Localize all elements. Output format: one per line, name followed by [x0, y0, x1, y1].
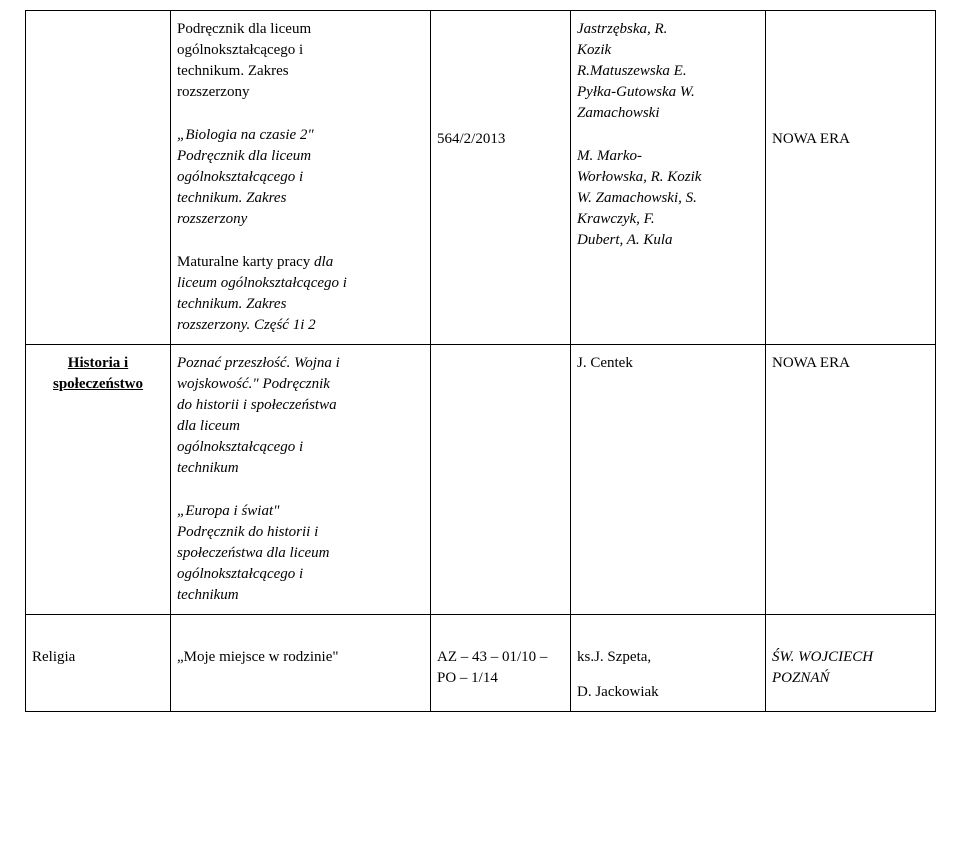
text-line: liceum ogólnokształcącego i	[177, 273, 424, 294]
text-line: POZNAŃ	[772, 668, 929, 689]
text-line: R.Matuszewska E.	[577, 61, 759, 82]
cell-author: ks.J. Szpeta, D. Jackowiak	[571, 639, 766, 712]
cell-number: AZ – 43 – 01/10 – PO – 1/14	[431, 639, 571, 712]
text-block: „Biologia na czasie 2" Podręcznik dla li…	[177, 125, 424, 230]
cell-author: Jastrzębska, R. Kozik R.Matuszewska E. P…	[571, 11, 766, 345]
cell-title: Podręcznik dla liceum ogólnokształcącego…	[171, 11, 431, 345]
text-line: ogólnokształcącego i	[177, 40, 424, 61]
text-line: rozszerzony	[177, 209, 424, 230]
spacer	[437, 19, 564, 129]
cell-number	[431, 345, 571, 615]
text-block: Maturalne karty pracy dla liceum ogólnok…	[177, 252, 424, 336]
cell-subject	[26, 11, 171, 345]
text-line: technikum. Zakres	[177, 188, 424, 209]
text-line: Pyłka-Gutowska W.	[577, 82, 759, 103]
spacer	[772, 19, 929, 129]
text-line: Zamachowski	[577, 103, 759, 124]
text-line: W. Zamachowski, S.	[577, 188, 759, 209]
cell-publisher: NOWA ERA	[766, 11, 936, 345]
text-line: D. Jackowiak	[577, 682, 759, 703]
subject-heading: Historia i społeczeństwo	[32, 353, 164, 395]
cell-author: J. Centek	[571, 345, 766, 615]
text-line: ŚW. WOJCIECH	[772, 647, 929, 668]
text-line: technikum. Zakres	[177, 61, 424, 82]
text-line: technikum	[177, 585, 424, 606]
spacer-cell	[171, 615, 431, 639]
text-line: do historii i społeczeństwa	[177, 395, 424, 416]
text-line: technikum	[177, 458, 424, 479]
text-line: Podręcznik dla liceum	[177, 19, 424, 40]
text-line: Historia i	[32, 353, 164, 374]
text-line: ogólnokształcącego i	[177, 437, 424, 458]
cell-publisher: ŚW. WOJCIECH POZNAŃ	[766, 639, 936, 712]
text-block: M. Marko- Worłowska, R. Kozik W. Zamacho…	[577, 146, 759, 251]
text-line: Krawczyk, F.	[577, 209, 759, 230]
text-line: M. Marko-	[577, 146, 759, 167]
text-line: „Biologia na czasie 2"	[177, 125, 424, 146]
text-line: Dubert, A. Kula	[577, 230, 759, 251]
spacer-cell	[431, 615, 571, 639]
spacer	[577, 668, 759, 682]
text-line: rozszerzony	[177, 82, 424, 103]
text-line: dla	[314, 254, 333, 270]
cell-title: „Moje miejsce w rodzinie"	[171, 639, 431, 712]
text-line: społeczeństwa dla liceum	[177, 543, 424, 564]
text-line: dla liceum	[177, 418, 240, 434]
text-line: Podręcznik do historii i	[177, 522, 424, 543]
cell-title: Poznać przeszłość. Wojna i wojskowość." …	[171, 345, 431, 615]
spacer-cell	[766, 615, 936, 639]
text-line: ogólnokształcącego i	[177, 167, 424, 188]
page: Podręcznik dla liceum ogólnokształcącego…	[0, 0, 960, 850]
textbook-table: Podręcznik dla liceum ogólnokształcącego…	[25, 10, 936, 712]
text-block: Jastrzębska, R. Kozik R.Matuszewska E. P…	[577, 19, 759, 124]
cell-publisher: NOWA ERA	[766, 345, 936, 615]
text-line: technikum. Zakres	[177, 294, 424, 315]
text-line: Poznać przeszłość. Wojna i	[177, 353, 424, 374]
table-row: Podręcznik dla liceum ogólnokształcącego…	[26, 11, 936, 345]
text-line: społeczeństwo	[32, 374, 164, 395]
cell-subject: Historia i społeczeństwo	[26, 345, 171, 615]
text-block: „Europa i świat" Podręcznik do historii …	[177, 501, 424, 606]
publisher-name: NOWA ERA	[772, 129, 929, 150]
text-line: Maturalne karty pracy	[177, 254, 314, 270]
book-title: „Moje miejsce w rodzinie"	[177, 647, 424, 668]
author-name: J. Centek	[577, 353, 759, 374]
text-line: rozszerzony. Część 1i 2	[177, 315, 424, 336]
cell-number: 564/2/2013	[431, 11, 571, 345]
text-line: „Europa i świat"	[177, 501, 424, 522]
publisher-name: NOWA ERA	[772, 353, 929, 374]
text-line: wojskowość." Podręcznik	[177, 374, 424, 395]
text-block: Podręcznik dla liceum ogólnokształcącego…	[177, 19, 424, 103]
text-line: PO – 1/14	[437, 668, 564, 689]
spacer-row	[26, 615, 936, 639]
table-row: Historia i społeczeństwo Poznać przeszło…	[26, 345, 936, 615]
text-line: ks.J. Szpeta,	[577, 647, 759, 668]
text-line: Kozik	[577, 40, 759, 61]
subject-name: Religia	[32, 647, 164, 668]
table-row: Religia „Moje miejsce w rodzinie" AZ – 4…	[26, 639, 936, 712]
text-line: Jastrzębska, R.	[577, 19, 759, 40]
text-line: AZ – 43 – 01/10 –	[437, 647, 564, 668]
text-line: Worłowska, R. Kozik	[577, 167, 759, 188]
cell-subject: Religia	[26, 639, 171, 712]
text-line: Podręcznik dla liceum	[177, 146, 424, 167]
text-line: ogólnokształcącego i	[177, 564, 424, 585]
text-block: Poznać przeszłość. Wojna i wojskowość." …	[177, 353, 424, 479]
spacer-cell	[571, 615, 766, 639]
spacer-cell	[26, 615, 171, 639]
approval-number: 564/2/2013	[437, 129, 564, 150]
